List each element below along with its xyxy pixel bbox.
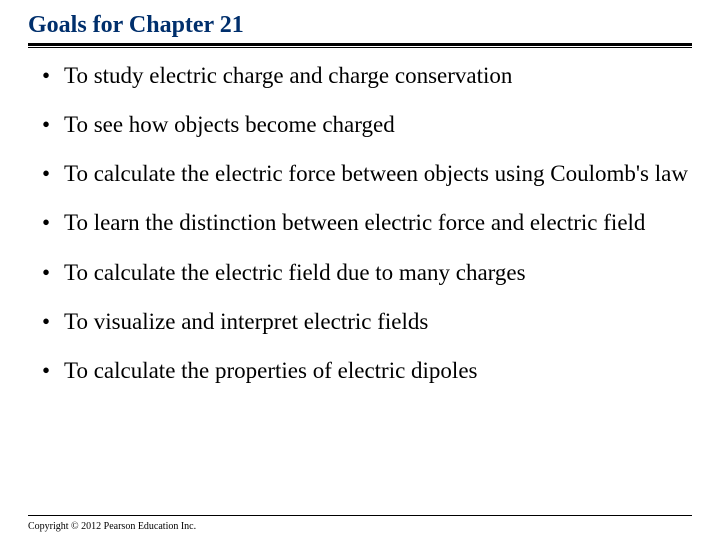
title-rule-thick bbox=[28, 43, 692, 46]
bullet-item: To study electric charge and charge cons… bbox=[28, 62, 692, 89]
bullet-item: To calculate the electric force between … bbox=[28, 160, 692, 187]
slide-container: Goals for Chapter 21 To study electric c… bbox=[0, 0, 720, 540]
bullet-item: To learn the distinction between electri… bbox=[28, 209, 692, 236]
footer-rule bbox=[28, 515, 692, 516]
bullet-list: To study electric charge and charge cons… bbox=[28, 62, 692, 384]
bullet-item: To calculate the properties of electric … bbox=[28, 357, 692, 384]
bullet-item: To calculate the electric field due to m… bbox=[28, 259, 692, 286]
title-rule-thin bbox=[28, 47, 692, 48]
slide-title: Goals for Chapter 21 bbox=[28, 12, 692, 39]
bullet-item: To visualize and interpret electric fiel… bbox=[28, 308, 692, 335]
bullet-item: To see how objects become charged bbox=[28, 111, 692, 138]
copyright-text: Copyright © 2012 Pearson Education Inc. bbox=[28, 521, 196, 532]
